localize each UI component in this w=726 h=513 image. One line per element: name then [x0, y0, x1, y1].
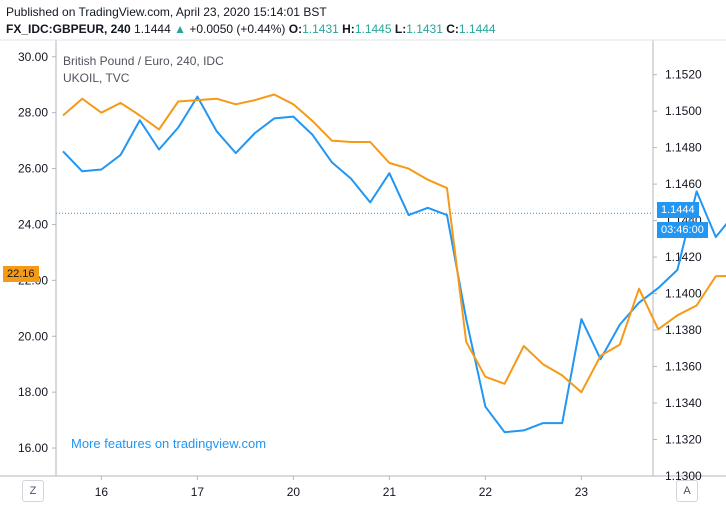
promo-link[interactable]: More features on tradingview.com: [71, 436, 267, 451]
high-value: 1.1445: [354, 22, 392, 36]
time-tick-label: 21: [383, 485, 397, 499]
legend-subtitle: UKOIL, TVC: [63, 71, 130, 85]
zoom-button[interactable]: Z: [22, 480, 44, 502]
left-tick-label: 16.00: [18, 441, 48, 455]
low-label: L:: [394, 22, 407, 36]
last-price: 1.1444: [134, 22, 171, 36]
right-tick-label: 1.1340: [665, 396, 702, 410]
right-tick-label: 1.1500: [665, 104, 702, 118]
time-tick-label: 20: [287, 485, 301, 499]
time-tick-label: 16: [95, 485, 109, 499]
symbol-ohlc-bar: FX_IDC:GBPEUR, 240 1.1444 ▲ +0.0050 (+0.…: [6, 22, 496, 36]
legend-title: British Pound / Euro, 240, IDC: [63, 54, 224, 68]
published-caption: Published on TradingView.com, April 23, …: [6, 5, 327, 19]
left-tick-label: 28.00: [18, 106, 48, 120]
left-tick-label: 30.00: [18, 50, 48, 64]
time-tick-label: 17: [191, 485, 205, 499]
open-value: 1.1431: [302, 22, 339, 36]
open-label: O:: [288, 22, 303, 36]
right-tick-label: 1.1460: [665, 177, 702, 191]
right-tick-label: 1.1360: [665, 360, 702, 374]
auto-scale-button[interactable]: A: [676, 480, 698, 502]
left-tick-label: 20.00: [18, 329, 48, 343]
up-arrow-icon: ▲: [174, 22, 186, 36]
right-tick-label: 1.1380: [665, 323, 702, 337]
right-tick-label: 1.1300: [665, 469, 702, 483]
countdown-badge: 03:46:00: [657, 222, 708, 238]
close-label: C:: [446, 22, 459, 36]
series-line-gbpeur: [62, 95, 726, 434]
right-tick-label: 1.1400: [665, 287, 702, 301]
price-change: +0.0050 (+0.44%): [189, 22, 286, 36]
high-label: H:: [342, 22, 355, 36]
left-tick-label: 26.00: [18, 162, 48, 176]
right-tick-label: 1.1420: [665, 250, 702, 264]
right-tick-label: 1.1520: [665, 68, 702, 82]
symbol-name: FX_IDC:GBPEUR, 240: [6, 22, 131, 36]
right-tick-label: 1.1480: [665, 141, 702, 155]
series-line-ukoil: [62, 93, 726, 394]
low-value: 1.1431: [406, 22, 443, 36]
time-tick-label: 22: [479, 485, 493, 499]
gbpeur-last-badge: 1.1444: [657, 202, 699, 218]
ukoil-last-badge: 22.16: [3, 266, 39, 282]
left-tick-label: 24.00: [18, 217, 48, 231]
left-tick-label: 18.00: [18, 385, 48, 399]
close-value: 1.1444: [458, 22, 496, 36]
time-tick-label: 23: [575, 485, 589, 499]
right-tick-label: 1.1320: [665, 433, 702, 447]
